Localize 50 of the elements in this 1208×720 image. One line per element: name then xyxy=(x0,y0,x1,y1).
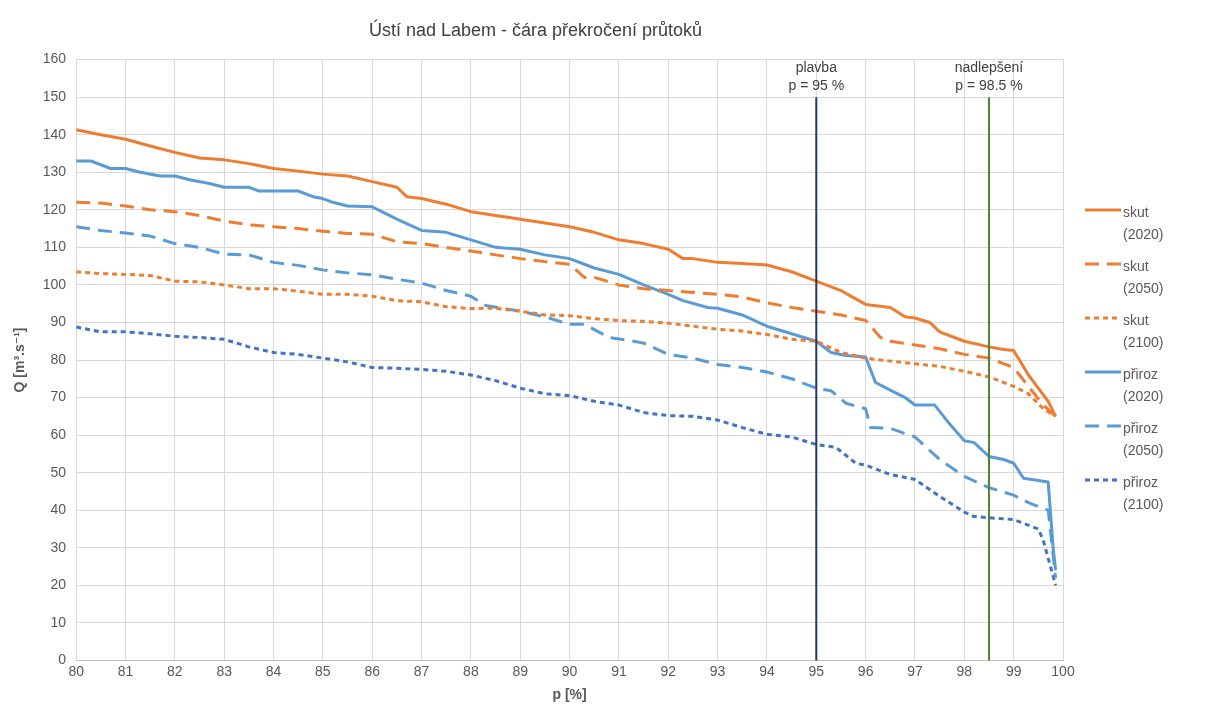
y-tick-label: 40 xyxy=(50,501,67,518)
x-tick-label: 84 xyxy=(265,662,282,679)
chart-title: Ústí nad Labem - čára překročení průtoků xyxy=(368,18,703,40)
legend-label: přiroz (2020) xyxy=(1123,365,1165,406)
x-tick-label: 91 xyxy=(611,662,627,679)
y-tick-label: 100 xyxy=(42,275,67,292)
x-tick-label: 89 xyxy=(512,662,529,679)
legend-label: přiroz (2050) xyxy=(1123,419,1165,460)
y-tick-label: 50 xyxy=(50,463,67,480)
x-tick-label: 81 xyxy=(117,662,134,679)
x-tick-label: 100 xyxy=(1051,662,1075,679)
y-tick-label: 70 xyxy=(50,388,67,405)
x-tick-label: 98 xyxy=(956,662,973,679)
y-tick-label: 130 xyxy=(42,163,67,180)
x-tick-label: 83 xyxy=(216,662,233,679)
y-tick-label: 60 xyxy=(50,425,67,442)
y-tick-label: 140 xyxy=(42,125,67,142)
x-tick-label: 95 xyxy=(808,662,825,679)
x-tick-label: 93 xyxy=(709,662,726,679)
y-tick-label: 20 xyxy=(50,576,67,593)
x-tick-label: 88 xyxy=(463,662,479,679)
x-tick-label: 99 xyxy=(1005,662,1022,679)
y-tick-label: 10 xyxy=(50,613,67,630)
legend-label: skut (2100) xyxy=(1123,311,1165,352)
x-axis-title: p [%] xyxy=(552,686,587,703)
x-tick-label: 80 xyxy=(68,662,85,679)
x-tick-label: 90 xyxy=(561,662,578,679)
ref-line-label: plavba p = 95 % xyxy=(788,59,845,94)
y-tick-label: 150 xyxy=(42,88,67,105)
line-series xyxy=(76,325,1058,587)
legend-label: skut (2050) xyxy=(1123,257,1165,298)
y-tick-label: 120 xyxy=(42,200,67,217)
legend-label: přiroz (2100) xyxy=(1123,473,1165,514)
y-tick-label: 90 xyxy=(50,313,67,330)
x-tick-label: 92 xyxy=(660,662,677,679)
x-tick-label: 96 xyxy=(857,662,874,679)
y-tick-label: 30 xyxy=(50,538,67,555)
legend-label: skut (2020) xyxy=(1123,203,1165,244)
x-tick-label: 82 xyxy=(167,662,183,679)
x-tick-label: 87 xyxy=(413,662,430,679)
y-tick-label: 80 xyxy=(50,350,67,367)
y-tick-label: 160 xyxy=(42,50,67,67)
x-tick-label: 94 xyxy=(759,662,775,679)
x-tick-label: 97 xyxy=(907,662,923,679)
ref-line-label: nadlepšení p = 98.5 % xyxy=(954,59,1024,94)
x-tick-label: 85 xyxy=(315,662,331,679)
y-tick-label: 0 xyxy=(58,651,67,668)
y-axis-title: Q [m³.s⁻¹] xyxy=(11,327,28,393)
y-tick-label: 110 xyxy=(43,238,67,255)
x-tick-label: 86 xyxy=(364,662,381,679)
